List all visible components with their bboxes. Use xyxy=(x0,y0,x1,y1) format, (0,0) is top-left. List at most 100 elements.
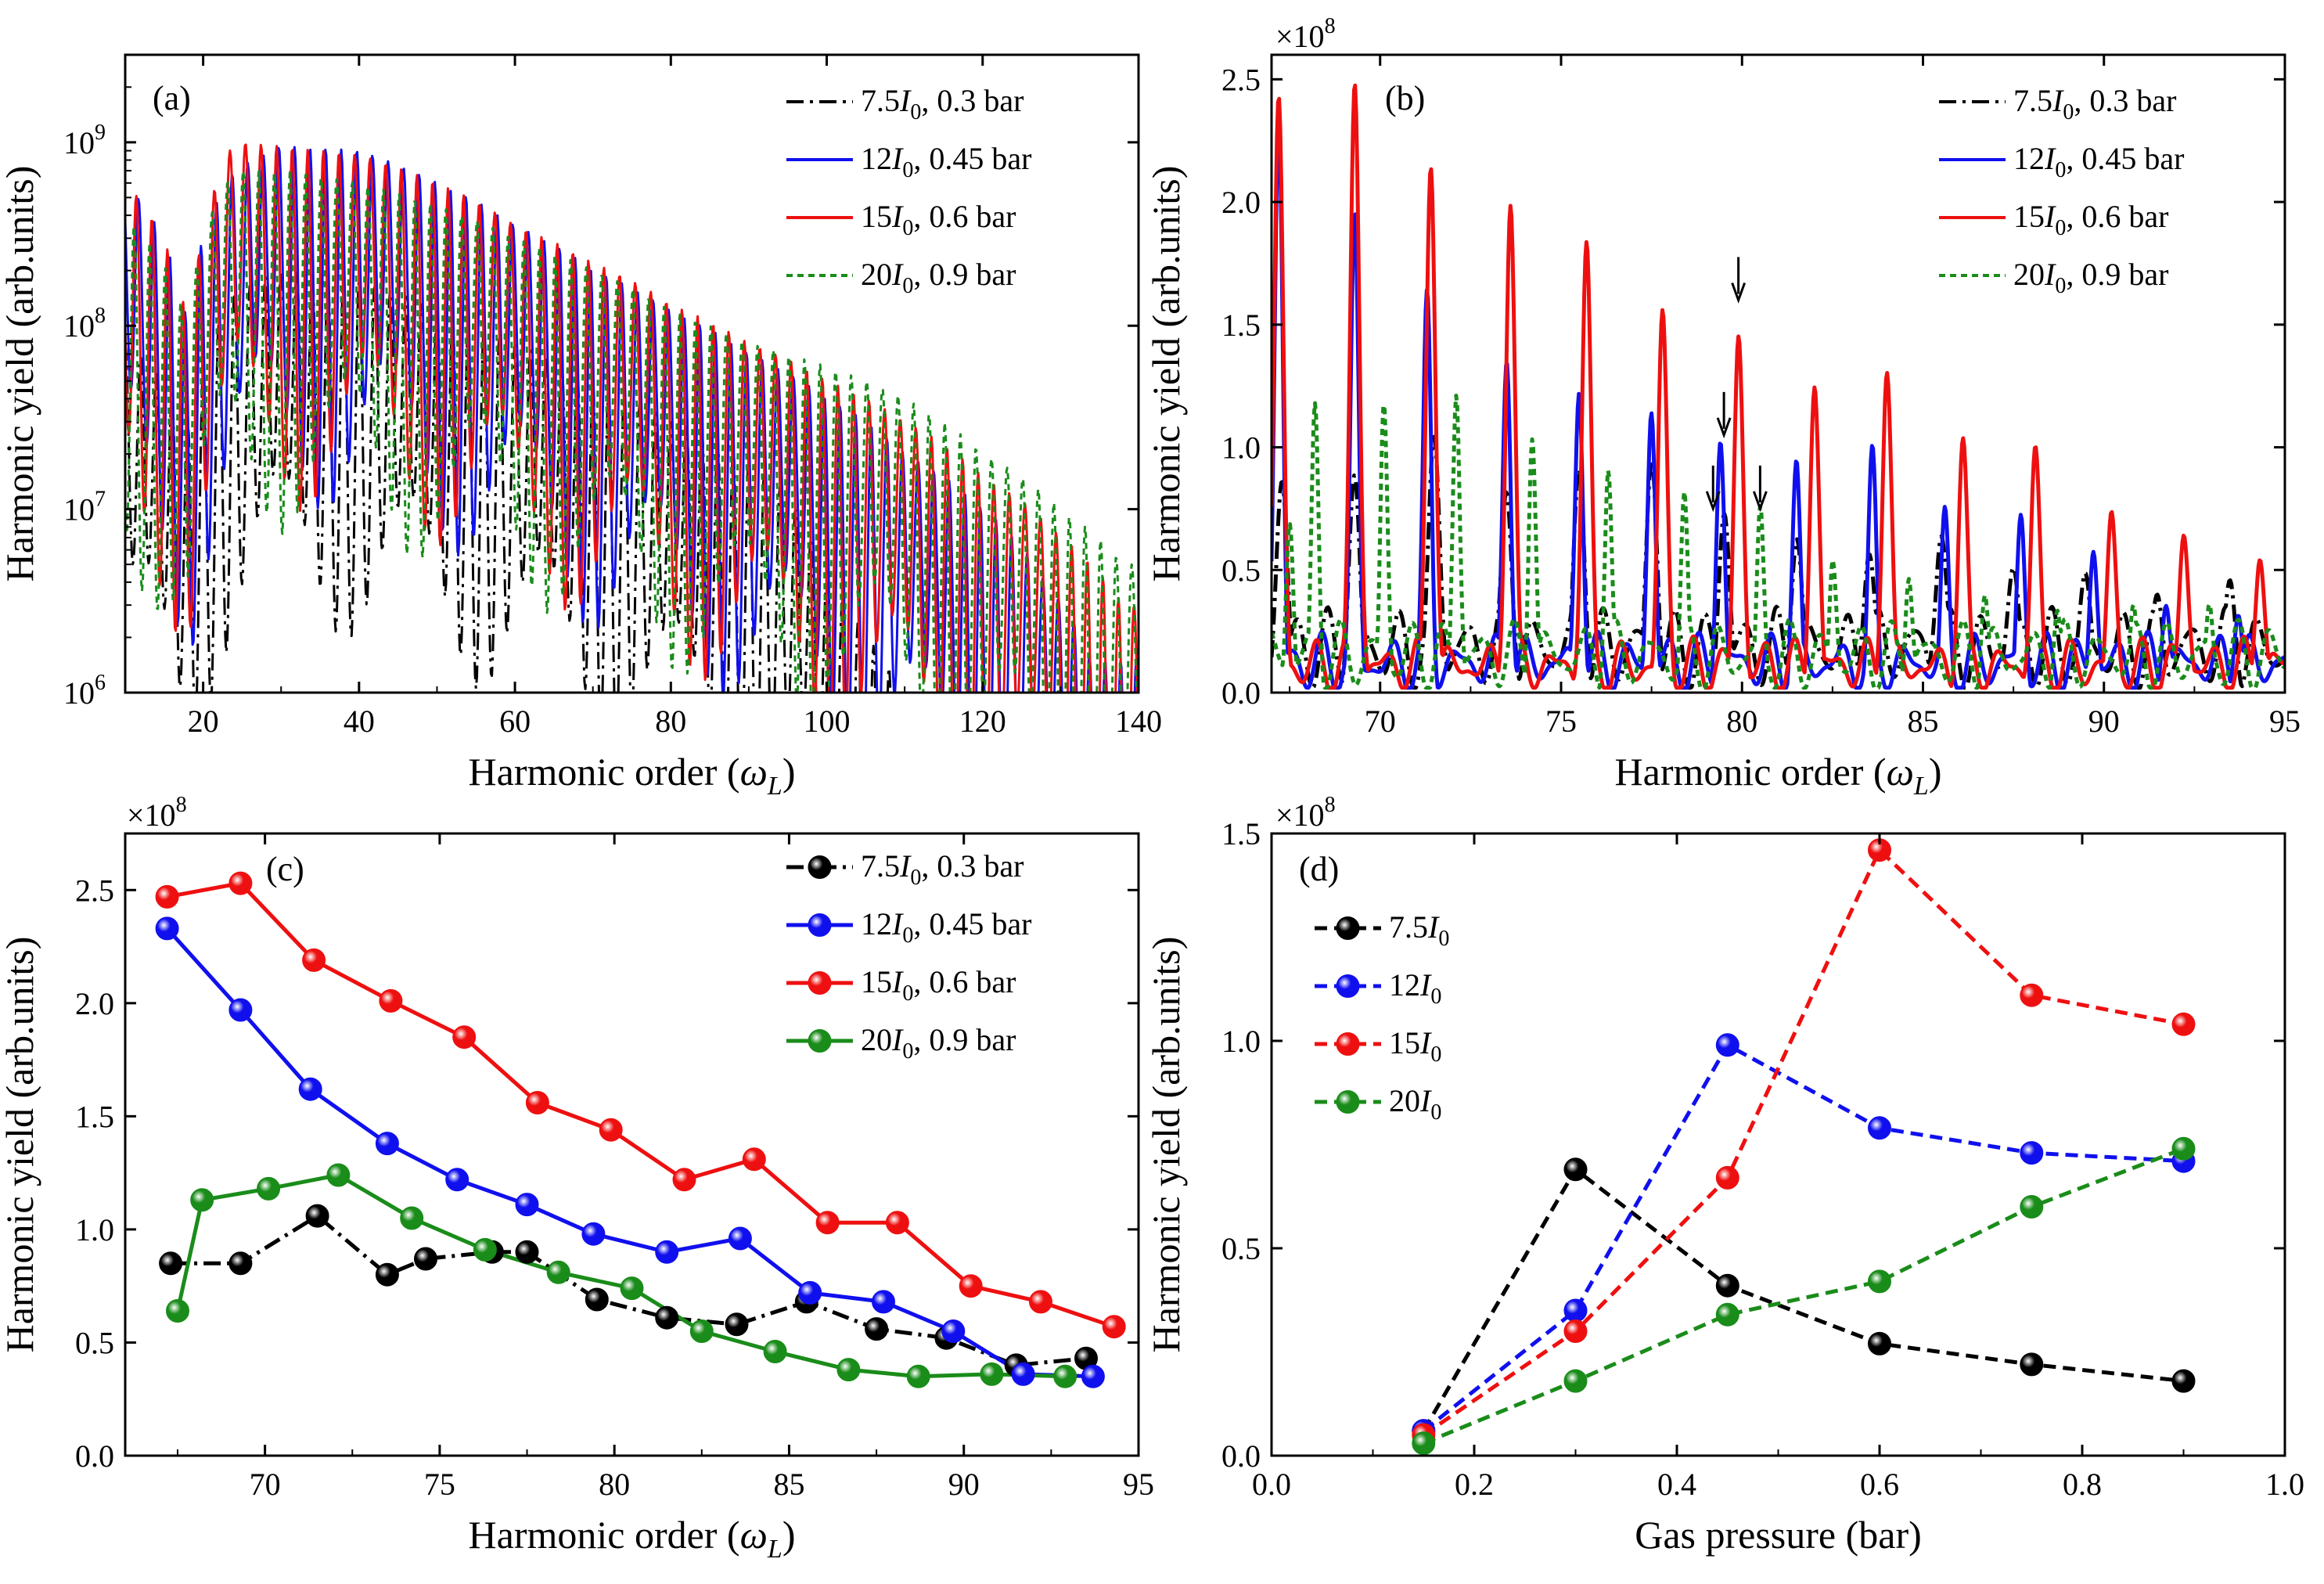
annotation-arrowhead xyxy=(1731,282,1747,304)
y-tick-label: 2.0 xyxy=(1221,185,1261,220)
legend-label: 12I0, 0.45 bar xyxy=(861,906,1031,948)
data-point xyxy=(1563,1157,1588,1182)
y-tick-label: 109 xyxy=(63,121,106,160)
legend-label: 15I0, 0.6 bar xyxy=(861,199,1016,240)
data-point xyxy=(980,1362,1004,1386)
x-tick-label: 0.6 xyxy=(1860,1467,1899,1502)
y-tick-label: 0.5 xyxy=(1221,1231,1261,1266)
series-line-1 xyxy=(125,270,1109,693)
plot-area xyxy=(125,143,1139,693)
y-tick-label: 1.5 xyxy=(1221,308,1261,343)
series-line-2 xyxy=(125,146,1139,693)
x-axis-label: Harmonic order (ωL) xyxy=(469,1513,796,1564)
y-tick-label: 1.0 xyxy=(1221,1024,1261,1059)
data-point xyxy=(2020,1195,2044,1219)
panel-label: (c) xyxy=(266,850,304,888)
data-point xyxy=(599,1118,623,1142)
data-point xyxy=(742,1147,766,1172)
panel-label: (b) xyxy=(1385,79,1425,117)
data-point xyxy=(190,1188,214,1212)
series-line-2 xyxy=(165,927,1093,1379)
data-point xyxy=(515,1240,539,1264)
series-line-1 xyxy=(1422,1167,2184,1432)
data-point xyxy=(452,1025,477,1049)
x-tick-label: 60 xyxy=(499,704,531,739)
x-tick-label: 120 xyxy=(959,704,1006,739)
x-tick-label: 80 xyxy=(599,1467,630,1502)
y-tick-label: 2.5 xyxy=(75,873,114,908)
x-tick-label: 0.8 xyxy=(2063,1467,2102,1502)
x-tick-label: 95 xyxy=(1123,1467,1154,1502)
data-point xyxy=(1412,1431,1436,1456)
data-point xyxy=(2171,1012,2196,1036)
series-line-4 xyxy=(175,1173,1066,1379)
data-point xyxy=(865,1317,889,1341)
x-tick-label: 75 xyxy=(424,1467,455,1502)
data-point xyxy=(815,1211,840,1235)
axes-frame xyxy=(1270,53,2286,694)
data-point xyxy=(1011,1362,1035,1386)
x-axis-label: Gas pressure (bar) xyxy=(1635,1513,1922,1557)
x-tick-label: 80 xyxy=(655,704,686,739)
y-tick-label: 2.5 xyxy=(1221,62,1261,97)
data-point xyxy=(2171,1136,2196,1161)
data-point xyxy=(941,1319,966,1343)
series-line-4 xyxy=(1272,394,2285,690)
legend-label: 15I0, 0.6 bar xyxy=(2013,199,2168,240)
series-line-3 xyxy=(167,881,1115,1329)
data-point xyxy=(2020,1352,2044,1377)
y-axis-label: Harmonic yield (arb.units) xyxy=(0,937,41,1353)
legend-label: 7.5I0, 0.3 bar xyxy=(861,848,1023,890)
series-line-4 xyxy=(125,170,1138,693)
x-tick-label: 90 xyxy=(948,1467,980,1502)
data-point xyxy=(1563,1369,1588,1393)
annotation-arrowhead xyxy=(1752,491,1768,513)
legend-label: 20I0 xyxy=(1389,1083,1441,1125)
annotation-arrowhead xyxy=(1716,417,1732,439)
legend-label: 7.5I0, 0.3 bar xyxy=(2013,83,2176,124)
data-point xyxy=(473,1237,497,1262)
x-tick-label: 20 xyxy=(188,704,219,739)
x-tick-label: 1.0 xyxy=(2265,1467,2304,1502)
y-tick-label: 0.5 xyxy=(75,1325,114,1360)
x-tick-label: 90 xyxy=(2088,704,2120,739)
data-point xyxy=(228,871,253,895)
data-point xyxy=(1715,1165,1739,1190)
data-point xyxy=(581,1222,606,1246)
data-point xyxy=(763,1340,787,1363)
x-tick-label: 80 xyxy=(1726,704,1757,739)
x-tick-label: 85 xyxy=(1908,704,1939,739)
data-point xyxy=(525,1091,549,1114)
x-tick-label: 140 xyxy=(1115,704,1162,739)
data-point xyxy=(1868,1331,1891,1355)
data-point xyxy=(689,1319,714,1343)
legend-label: 20I0, 0.9 bar xyxy=(861,1022,1016,1064)
legend-label: 7.5I0, 0.3 bar xyxy=(861,83,1023,124)
series-line-4 xyxy=(1423,1147,2185,1445)
data-point xyxy=(672,1168,696,1192)
axis-scale-label: ×108 xyxy=(1275,14,1336,54)
data-point xyxy=(445,1168,469,1192)
data-point xyxy=(798,1280,822,1305)
data-point xyxy=(228,998,253,1022)
y-tick-label: 0.0 xyxy=(1221,1438,1261,1474)
data-point xyxy=(257,1176,281,1201)
data-point xyxy=(2020,1141,2044,1165)
data-point xyxy=(872,1290,895,1314)
data-point xyxy=(166,1299,189,1323)
data-point xyxy=(1053,1364,1077,1388)
x-tick-label: 95 xyxy=(2269,704,2301,739)
y-tick-label: 0.5 xyxy=(1221,553,1261,588)
data-point xyxy=(159,1251,183,1276)
data-point xyxy=(2171,1369,2196,1393)
plot-area xyxy=(1422,848,2185,1445)
y-tick-label: 1.5 xyxy=(1221,816,1261,851)
data-point xyxy=(906,1364,930,1388)
y-tick-label: 107 xyxy=(63,488,106,527)
annotation-arrowhead xyxy=(1705,491,1721,513)
x-tick-label: 0.2 xyxy=(1455,1467,1494,1502)
legend-label: 12I0 xyxy=(1389,967,1441,1009)
y-tick-label: 0.0 xyxy=(1221,675,1261,711)
legend-label: 15I0, 0.6 bar xyxy=(861,964,1016,1006)
